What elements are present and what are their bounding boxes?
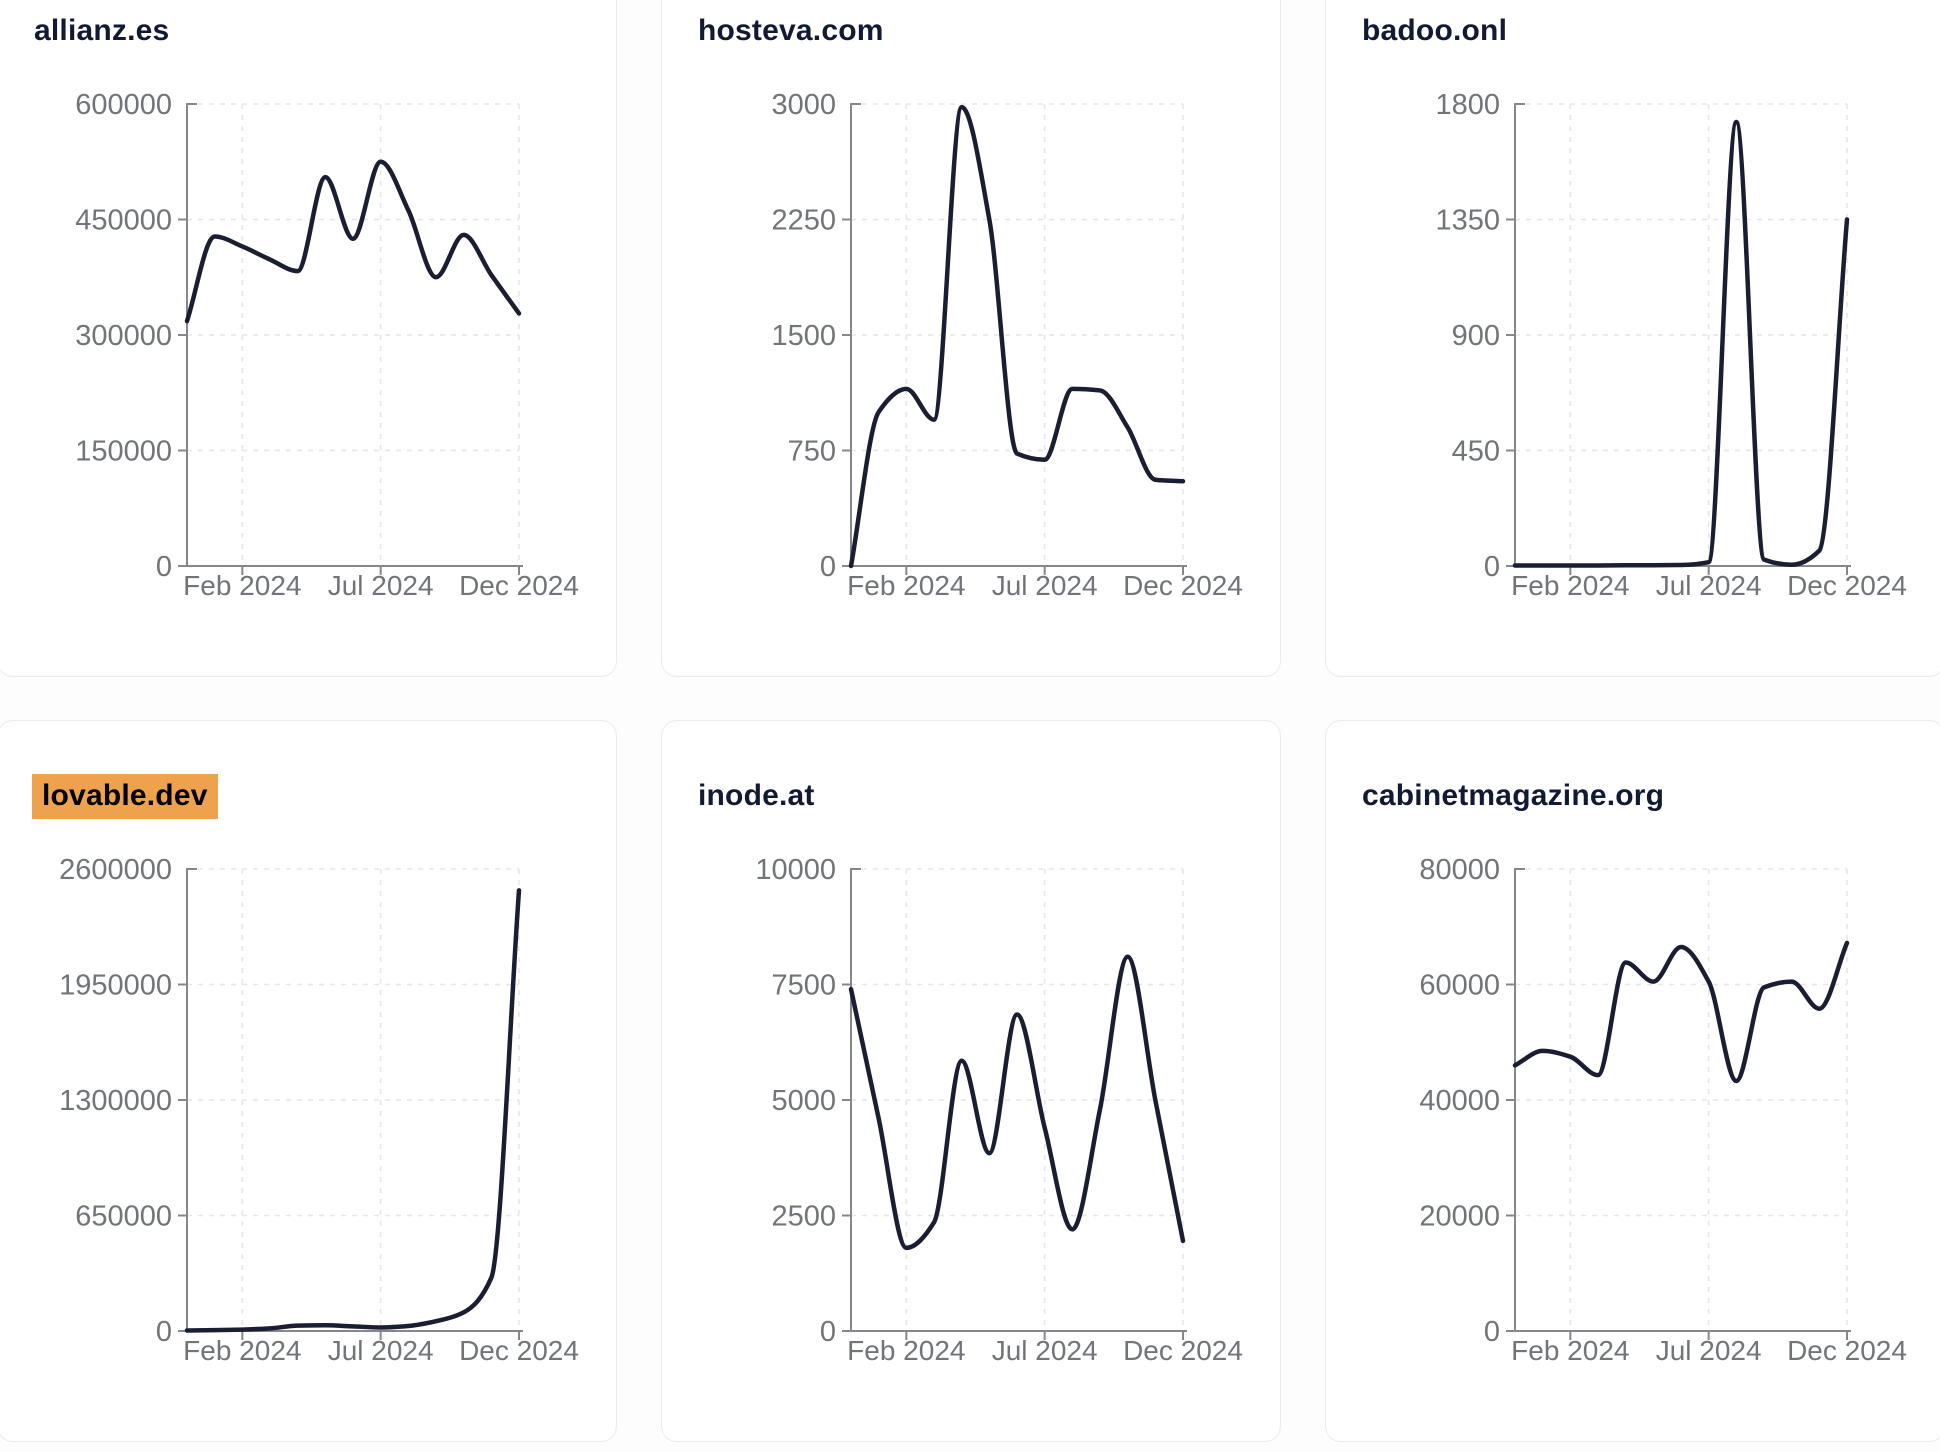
y-axis-tick-label: 750 xyxy=(788,436,836,468)
chart-card-badoo: badoo.onl 0 450 900 1350 1800 Feb 2024 Jul 202… xyxy=(1325,0,1940,677)
y-axis-tick-label: 2500 xyxy=(771,1201,836,1233)
chart-title: cabinetmagazine.org xyxy=(1362,779,1664,813)
y-axis-tick-label: 10000 xyxy=(755,854,836,886)
y-axis-tick-label: 0 xyxy=(1484,551,1500,583)
y-axis-tick-label: 450000 xyxy=(75,205,172,237)
y-axis-tick-label: 1800 xyxy=(1435,89,1500,121)
chart-line xyxy=(184,159,522,324)
x-axis-tick-label: Dec 2024 xyxy=(1787,570,1907,601)
y-axis-tick-label: 150000 xyxy=(75,436,172,468)
x-axis-tick-label: Feb 2024 xyxy=(847,570,965,601)
chart-card-cabinetmagazine: cabinetmagazine.org 0 20000 40000 60000 8000… xyxy=(1325,720,1940,1442)
x-axis-tick-label: Jul 2024 xyxy=(992,1335,1098,1366)
chart-title: lovable.dev xyxy=(32,774,218,819)
y-axis-tick-label: 3000 xyxy=(771,89,836,121)
x-axis-tick-label: Dec 2024 xyxy=(459,570,579,601)
y-axis-tick-label: 60000 xyxy=(1419,970,1500,1002)
x-axis-tick-label: Dec 2024 xyxy=(1123,570,1243,601)
y-axis-tick-label: 900 xyxy=(1452,320,1500,352)
x-axis-tick-label: Feb 2024 xyxy=(183,570,301,601)
chart-title: badoo.onl xyxy=(1362,14,1507,48)
x-axis-tick-label: Feb 2024 xyxy=(1511,1335,1629,1366)
y-axis-tick-label: 5000 xyxy=(771,1085,836,1117)
x-axis-tick-label: Dec 2024 xyxy=(1787,1335,1907,1366)
x-axis-tick-label: Feb 2024 xyxy=(847,1335,965,1366)
y-axis-tick-label: 0 xyxy=(156,1316,172,1348)
y-axis-tick-label: 600000 xyxy=(75,89,172,121)
chart-line xyxy=(1512,119,1850,568)
y-axis-tick-label: 0 xyxy=(156,551,172,583)
y-axis-tick-label: 1950000 xyxy=(59,970,172,1002)
y-axis-tick-label: 2250 xyxy=(771,205,836,237)
chart-title-text: badoo.onl xyxy=(1362,14,1508,47)
chart-title-text: allianz.es xyxy=(34,14,170,47)
x-axis-tick-label: Jul 2024 xyxy=(328,570,434,601)
x-axis-tick-label: Feb 2024 xyxy=(183,1335,301,1366)
x-axis-tick-label: Dec 2024 xyxy=(1123,1335,1243,1366)
x-axis-tick-label: Jul 2024 xyxy=(1656,1335,1762,1366)
line-chart: 0 750 1500 2250 3000 Feb 2024 Jul 2024 Dec 2024 xyxy=(771,89,1243,601)
chart-title-text: inode.at xyxy=(698,779,815,812)
y-axis-tick-label: 1300000 xyxy=(59,1085,172,1117)
y-axis-tick-label: 0 xyxy=(820,1316,836,1348)
x-axis-tick-label: Feb 2024 xyxy=(1511,570,1629,601)
y-axis-tick-label: 2600000 xyxy=(59,854,172,886)
chart-card-lovable: lovable.dev 0 650000 1300000 1950000 2600000… xyxy=(0,720,617,1442)
chart-line xyxy=(848,954,1186,1251)
chart-title: allianz.es xyxy=(34,14,169,48)
line-chart: 0 150000 300000 450000 600000 Feb 2024 Jul 202… xyxy=(75,89,579,601)
y-axis-tick-label: 1500 xyxy=(771,320,836,352)
line-chart: 0 20000 40000 60000 80000 Feb 2024 Jul 2024 Dec… xyxy=(1419,854,1907,1366)
y-axis-tick-label: 0 xyxy=(1484,1316,1500,1348)
y-axis-tick-label: 80000 xyxy=(1419,854,1500,886)
chart-line xyxy=(848,104,1186,569)
y-axis-tick-label: 7500 xyxy=(771,970,836,1002)
x-axis-tick-label: Jul 2024 xyxy=(1656,570,1762,601)
line-chart: 0 450 900 1350 1800 Feb 2024 Jul 2024 Dec 2024 xyxy=(1435,89,1907,601)
chart-title: hosteva.com xyxy=(698,14,884,48)
line-chart: 0 2500 5000 7500 10000 Feb 2024 Jul 2024 Dec 20… xyxy=(755,854,1243,1366)
chart-line xyxy=(1512,940,1850,1084)
chart-line xyxy=(184,888,522,1333)
chart-title: inode.at xyxy=(698,779,815,813)
chart-card-hosteva: hosteva.com 0 750 1500 2250 3000 Feb 2024 Jul … xyxy=(661,0,1281,677)
x-axis-tick-label: Jul 2024 xyxy=(992,570,1098,601)
y-axis-tick-label: 300000 xyxy=(75,320,172,352)
chart-title-text: hosteva.com xyxy=(698,14,884,47)
x-axis-tick-label: Dec 2024 xyxy=(459,1335,579,1366)
y-axis-tick-label: 0 xyxy=(820,551,836,583)
line-chart: 0 650000 1300000 1950000 2600000 Feb 2024 Jul … xyxy=(59,854,579,1366)
chart-title-text-highlighted: lovable.dev xyxy=(32,774,218,819)
chart-card-allianz: allianz.es 0 150000 300000 450000 600000 Feb … xyxy=(0,0,617,677)
chart-title-text: cabinetmagazine.org xyxy=(1362,779,1665,812)
y-axis-tick-label: 650000 xyxy=(75,1201,172,1233)
y-axis-tick-label: 450 xyxy=(1452,436,1500,468)
chart-card-inode: inode.at 0 2500 5000 7500 10000 Feb 2024 Jul 2… xyxy=(661,720,1281,1442)
y-axis-tick-label: 40000 xyxy=(1419,1085,1500,1117)
x-axis-tick-label: Jul 2024 xyxy=(328,1335,434,1366)
y-axis-tick-label: 20000 xyxy=(1419,1201,1500,1233)
y-axis-tick-label: 1350 xyxy=(1435,205,1500,237)
